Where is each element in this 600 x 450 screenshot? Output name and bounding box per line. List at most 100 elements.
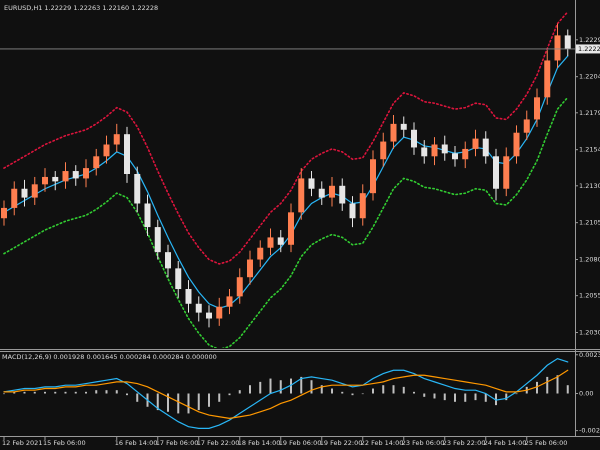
candle-body xyxy=(349,203,356,219)
macd-bar xyxy=(269,378,272,394)
candle-body xyxy=(247,259,253,278)
macd-bar xyxy=(136,393,139,402)
candle-body xyxy=(267,237,274,248)
candle-body xyxy=(206,312,212,319)
y-tick-label: 1.20305 xyxy=(579,329,600,337)
macd-bar xyxy=(382,385,385,394)
macd-bar xyxy=(187,393,190,414)
indicator-line xyxy=(3,369,569,420)
macd-bar xyxy=(290,378,292,394)
macd-bar xyxy=(54,391,57,394)
x-tick-label: 19 Feb 22:00 xyxy=(320,439,363,447)
macd-bar xyxy=(64,391,67,394)
candle-body xyxy=(421,147,428,157)
main-plot xyxy=(1,11,571,348)
x-tick-label: 16 Feb 14:00 xyxy=(115,439,158,447)
candle-body xyxy=(42,176,48,185)
y-tick-label: 0.002334 xyxy=(579,351,600,359)
candle-body xyxy=(165,252,171,269)
macd-bar xyxy=(167,393,169,412)
y-tick-label: 1.22290 xyxy=(579,36,600,44)
y-tick-label: 1.21300 xyxy=(579,182,600,190)
candle-body xyxy=(72,171,79,179)
candle-body xyxy=(554,35,561,61)
candle-body xyxy=(83,168,89,179)
candle-body xyxy=(329,185,335,198)
chart-title: EURUSD,H1 1.22229 1.22263 1.22160 1.2222… xyxy=(4,4,158,12)
y-tick-label: 0.00 xyxy=(579,390,593,398)
macd-bar xyxy=(556,375,559,394)
candle-body xyxy=(236,277,243,297)
candle-body xyxy=(113,134,120,145)
macd-bar xyxy=(156,393,159,411)
x-tick-label: 18 Feb 14:00 xyxy=(238,439,281,447)
candle-body xyxy=(564,35,571,49)
macd-bar xyxy=(44,391,46,394)
macd-title: MACD(12,26,9) 0.001928 0.001645 0.000284… xyxy=(2,353,217,361)
macd-bar xyxy=(33,391,36,394)
candle-body xyxy=(257,247,264,260)
y-tick-label: 1.21795 xyxy=(579,109,600,117)
candle-body xyxy=(21,188,28,198)
x-tick-label: 19 Feb 06:00 xyxy=(279,439,322,447)
candle-body xyxy=(462,148,469,160)
candle-body xyxy=(62,171,69,182)
price-label: 1.22228 xyxy=(578,45,600,53)
candle-body xyxy=(400,123,407,130)
macd-bar xyxy=(310,380,313,394)
x-tick-label: 23 Feb 06:00 xyxy=(402,439,445,447)
y-tick-label: 1.21545 xyxy=(579,146,600,154)
x-tick-label: 15 Feb 06:00 xyxy=(43,439,86,447)
macd-bar xyxy=(566,385,569,394)
candle-body xyxy=(103,144,110,157)
candle-body xyxy=(493,156,499,189)
macd-bar xyxy=(105,390,108,394)
band-line xyxy=(3,11,569,265)
candle-body xyxy=(472,138,479,149)
x-tick-label: 24 Feb 14:00 xyxy=(484,439,527,447)
macd-bar xyxy=(259,381,262,394)
macd-bar xyxy=(433,393,436,399)
candle-body xyxy=(370,159,376,194)
macd-bar xyxy=(515,393,518,395)
candle-body xyxy=(195,303,202,313)
candle-body xyxy=(11,188,18,208)
candle-body xyxy=(185,289,192,304)
macd-bar xyxy=(443,393,446,401)
macd-bar xyxy=(392,385,395,394)
macd-bar xyxy=(341,391,344,394)
macd-bar xyxy=(218,393,221,402)
macd-plot xyxy=(3,357,569,429)
y-tick-label: 1.22040 xyxy=(579,73,600,81)
macd-bar xyxy=(454,393,456,402)
candle-body xyxy=(52,176,59,182)
x-tick-label: 12 Feb 2021 xyxy=(2,439,42,447)
candle-body xyxy=(318,188,325,198)
x-tick-label: 23 Feb 22:00 xyxy=(443,439,486,447)
macd-bar xyxy=(228,393,231,396)
candle-body xyxy=(124,134,130,174)
macd-bar xyxy=(249,385,251,394)
macd-bar xyxy=(351,393,354,396)
x-tick-label: 25 Feb 06:00 xyxy=(525,439,568,447)
candle-body xyxy=(175,268,182,290)
macd-bar xyxy=(3,393,5,395)
macd-bar xyxy=(126,393,128,396)
band-line xyxy=(3,96,569,348)
candle-body xyxy=(144,203,151,228)
candle-body xyxy=(431,144,438,157)
macd-bar xyxy=(505,393,508,401)
macd-bar xyxy=(238,390,241,394)
candle-body xyxy=(523,119,530,133)
candle-body xyxy=(482,138,489,157)
macd-bar xyxy=(331,388,333,394)
candle-body xyxy=(31,184,38,198)
candle-body xyxy=(216,306,223,319)
macd-bar xyxy=(320,385,323,394)
candle-body xyxy=(308,178,315,189)
macd-bar xyxy=(13,391,16,394)
candle-body xyxy=(411,129,417,148)
candle-body xyxy=(288,212,294,245)
